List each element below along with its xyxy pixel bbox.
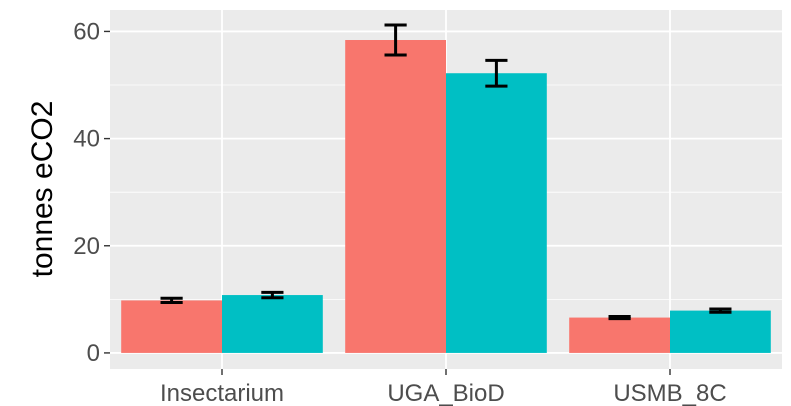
y-tick-label: 20 [73,233,100,260]
bar [222,295,323,353]
y-axis-title: tonnes eCO2 [26,101,59,278]
y-tick-label: 60 [73,18,100,45]
y-tick-label: 40 [73,126,100,153]
y-tick-label: 0 [87,340,100,367]
x-tick-label: USMB_8C [613,380,726,406]
bar [670,310,771,353]
bars-layer [121,40,771,353]
errorbars-layer [160,23,732,321]
x-axis: Insectarium UGA_BioD USMB_8C [160,369,727,406]
x-tick-label: UGA_BioD [387,380,504,406]
bar [569,317,670,353]
bar [121,300,222,353]
bar [446,73,547,353]
x-tick-label: Insectarium [160,380,284,406]
y-axis: 0 20 40 60 [73,18,110,367]
bar [345,40,446,353]
